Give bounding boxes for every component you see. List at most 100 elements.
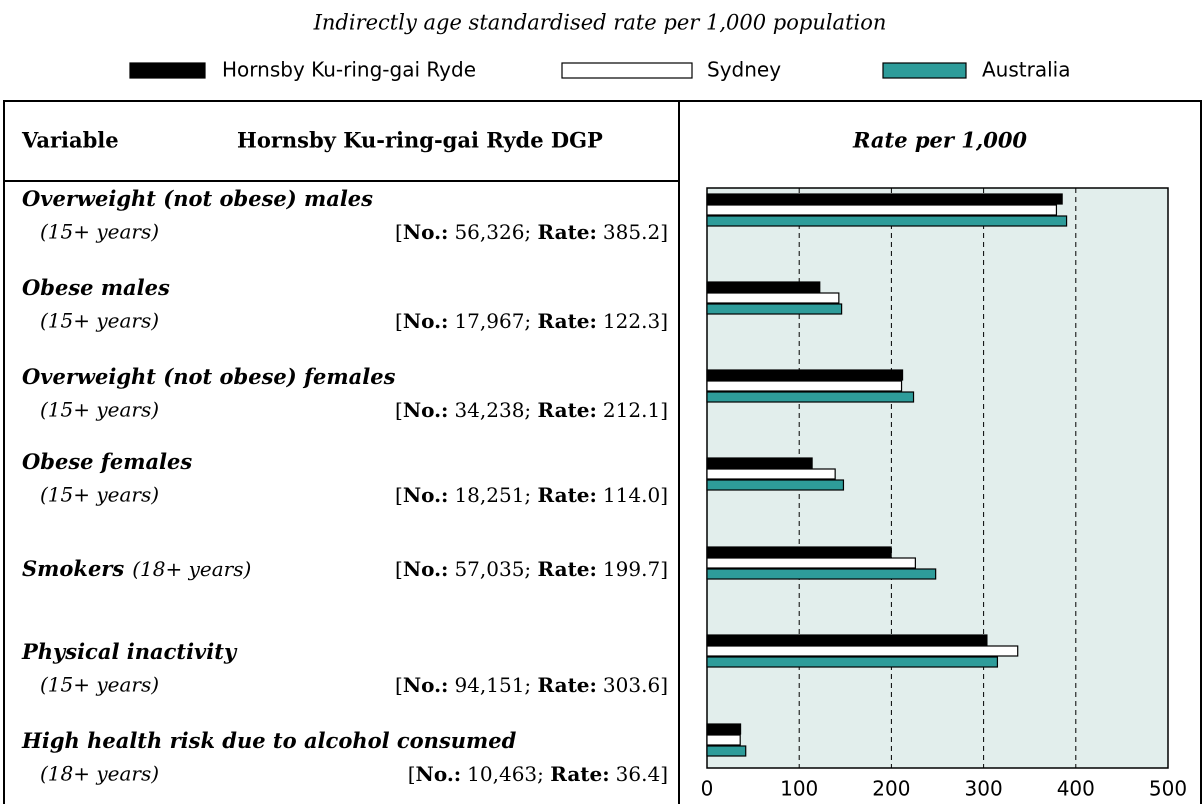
bar: [706, 557, 916, 569]
number-label: No.:: [403, 673, 449, 697]
row-stats: [No.: 56,326; Rate: 385.2]: [395, 220, 668, 244]
variable-name: Overweight (not obese) males: [22, 186, 373, 211]
age-range: (18+ years): [40, 762, 159, 786]
bracket: [: [408, 762, 416, 786]
bracket: ]: [660, 762, 668, 786]
rate-value: 303.6: [603, 673, 660, 697]
number-value: 56,326: [454, 220, 524, 244]
bracket: [: [395, 557, 403, 581]
legend-label: Australia: [982, 58, 1070, 82]
age-range: (15+ years): [40, 483, 159, 507]
axis-title: Rate per 1,000: [852, 128, 1027, 153]
bracket: [: [395, 483, 403, 507]
bracket: [: [395, 309, 403, 333]
rate-label: Rate:: [538, 309, 597, 333]
x-tick-label: 300: [965, 777, 1003, 801]
x-tick-label: 200: [872, 777, 910, 801]
variable-name: Smokers: [22, 556, 124, 581]
variable-label: Physical inactivity: [21, 639, 238, 664]
separator: ;: [524, 398, 537, 422]
variable-label: High health risk due to alcohol consumed: [21, 728, 517, 753]
number-value: 18,251: [454, 483, 524, 507]
bar: [706, 204, 1058, 216]
x-tick-label: 500: [1149, 777, 1187, 801]
bracket: [: [395, 220, 403, 244]
row-stats: [No.: 57,035; Rate: 199.7]: [395, 557, 668, 581]
variable-label: Overweight (not obese) males: [22, 186, 373, 211]
number-label: No.:: [403, 220, 449, 244]
bar: [706, 634, 988, 646]
separator: ;: [524, 673, 537, 697]
separator: ;: [524, 309, 537, 333]
number-value: 10,463: [467, 762, 537, 786]
number-value: 34,238: [454, 398, 524, 422]
rate-label: Rate:: [538, 673, 597, 697]
header-region: Hornsby Ku-ring-gai Ryde DGP: [237, 128, 603, 153]
separator: ;: [524, 557, 537, 581]
separator: ;: [524, 220, 537, 244]
bar: [706, 303, 843, 315]
variable-name: Obese males: [22, 275, 170, 300]
number-label: No.:: [403, 309, 449, 333]
rate-value: 212.1: [603, 398, 660, 422]
bar: [706, 391, 915, 403]
rate-label: Rate:: [538, 483, 597, 507]
bracket: [: [395, 673, 403, 697]
variable-name: Overweight (not obese) females: [22, 364, 396, 389]
bar: [706, 546, 892, 558]
table-border: [3, 100, 1202, 804]
variable-name: Physical inactivity: [21, 639, 238, 664]
separator: ;: [537, 762, 550, 786]
number-label: No.:: [403, 398, 449, 422]
bracket: ]: [660, 220, 668, 244]
variable-label: Obese females: [22, 449, 192, 474]
rate-label: Rate:: [538, 398, 597, 422]
legend-label: Sydney: [707, 58, 781, 82]
rate-value: 114.0: [603, 483, 660, 507]
legend-swatch: [129, 62, 206, 79]
header-variable: Variable: [21, 128, 119, 153]
rate-value: 385.2: [603, 220, 660, 244]
variable-name: Obese females: [22, 449, 192, 474]
separator: ;: [524, 483, 537, 507]
rate-label: Rate:: [538, 220, 597, 244]
row-stats: [No.: 34,238; Rate: 212.1]: [395, 398, 668, 422]
number-value: 57,035: [454, 557, 524, 581]
bracket: ]: [660, 309, 668, 333]
x-tick-label: 100: [780, 777, 818, 801]
age-range: (15+ years): [40, 673, 159, 697]
rate-value: 36.4: [616, 762, 661, 786]
bracket: [: [395, 398, 403, 422]
variable-name: High health risk due to alcohol consumed: [21, 728, 517, 753]
bracket: ]: [660, 483, 668, 507]
age-range: (18+ years): [132, 557, 251, 581]
bracket: ]: [660, 557, 668, 581]
rate-value: 122.3: [603, 309, 660, 333]
variable-label: Obese males: [22, 275, 170, 300]
row-stats: [No.: 94,151; Rate: 303.6]: [395, 673, 668, 697]
bar: [706, 369, 904, 381]
age-range: (15+ years): [40, 398, 159, 422]
bar: [706, 292, 840, 304]
bar: [706, 281, 821, 293]
bar: [706, 193, 1063, 205]
age-range: (15+ years): [40, 309, 159, 333]
x-tick-label: 0: [701, 777, 714, 801]
rate-value: 199.7: [603, 557, 660, 581]
bar: [706, 745, 747, 757]
row-stats: [No.: 10,463; Rate: 36.4]: [408, 762, 668, 786]
bar: [706, 457, 813, 469]
bar: [706, 479, 845, 491]
bar: [706, 645, 1019, 657]
bracket: ]: [660, 673, 668, 697]
number-value: 17,967: [454, 309, 524, 333]
bar: [706, 568, 937, 580]
rate-label: Rate:: [538, 557, 597, 581]
number-label: No.:: [416, 762, 462, 786]
variable-label: Smokers (18+ years): [22, 556, 251, 581]
bar: [706, 380, 903, 392]
number-value: 94,151: [454, 673, 524, 697]
age-range: (15+ years): [40, 220, 159, 244]
row-stats: [No.: 18,251; Rate: 114.0]: [395, 483, 668, 507]
